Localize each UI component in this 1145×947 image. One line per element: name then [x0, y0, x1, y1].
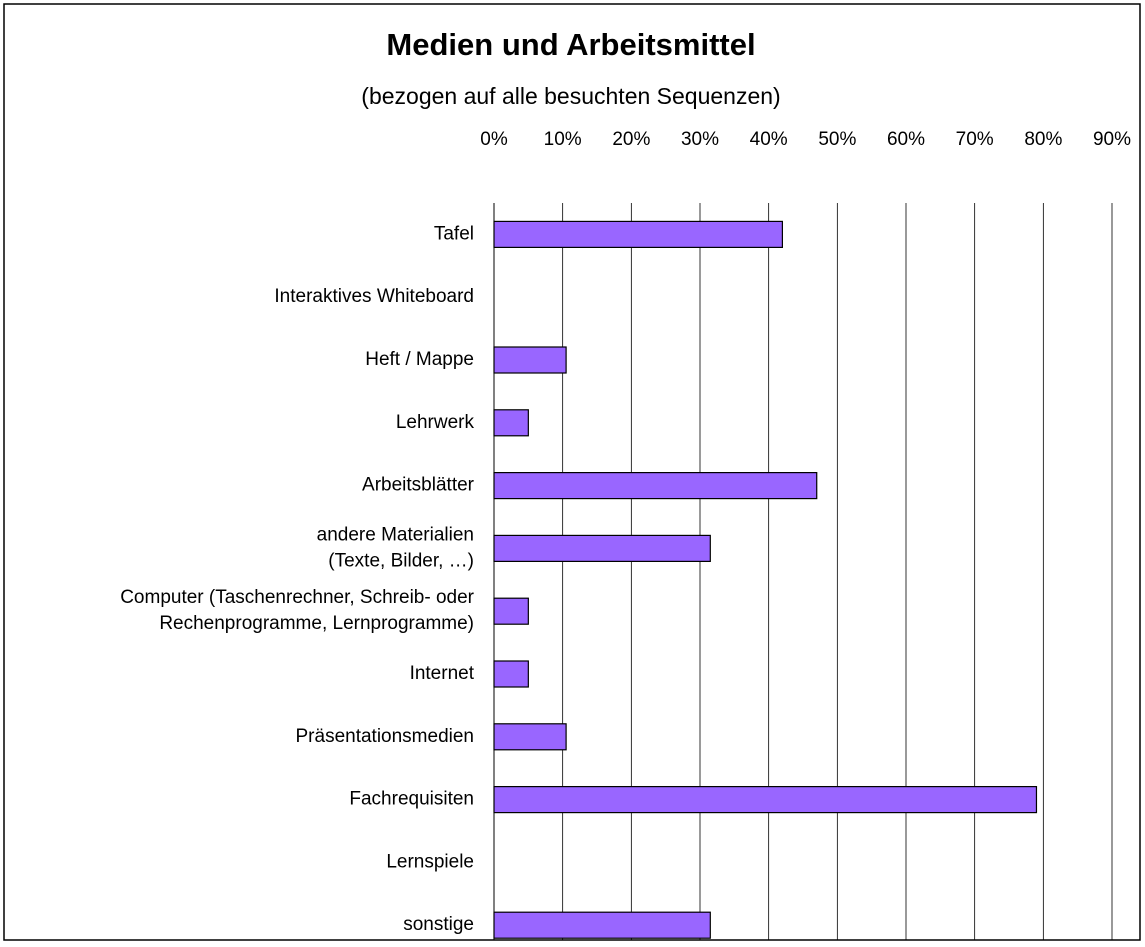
x-tick-label: 30% [681, 129, 719, 150]
x-tick-label: 40% [750, 129, 788, 150]
y-tick-label: sonstige [403, 914, 474, 935]
y-tick-label: Lehrwerk [396, 412, 475, 433]
y-tick-label-line: Computer (Taschenrechner, Schreib- oder [120, 587, 474, 608]
y-tick-label: Fachrequisiten [349, 789, 474, 810]
chart-frame [3, 3, 1141, 941]
x-tick-label: 50% [818, 129, 856, 150]
x-tick-label: 90% [1093, 129, 1131, 150]
chart-subtitle: (bezogen auf alle besuchten Sequenzen) [361, 83, 780, 109]
x-tick-label: 70% [956, 129, 994, 150]
bar [493, 409, 529, 437]
x-tick-label: 60% [887, 129, 925, 150]
bar [493, 660, 529, 688]
x-tick-label: 0% [480, 129, 508, 150]
y-tick-label-line: andere Materialien [317, 524, 474, 545]
y-tick-label: Computer (Taschenrechner, Schreib- oder R… [120, 587, 474, 634]
bar [493, 220, 783, 248]
y-tick-label: Arbeitsblätter [362, 475, 475, 496]
y-tick-label: Interaktives Whiteboard [274, 286, 474, 307]
chart-title: Medien und Arbeitsmittel [386, 27, 755, 62]
y-tick-label: Präsentationsmedien [296, 726, 475, 747]
bar [493, 911, 711, 939]
y-tick-label-line: (Texte, Bilder, …) [328, 550, 474, 571]
y-tick-label: Internet [410, 663, 475, 684]
x-tick-label: 10% [544, 129, 582, 150]
bar [493, 346, 567, 374]
y-tick-label: Heft / Mappe [365, 349, 474, 370]
bar [493, 597, 529, 625]
y-tick-label: Lernspiele [386, 851, 474, 872]
bar [493, 534, 711, 563]
y-tick-label-line: Rechenprogramme, Lernprogramme) [159, 613, 474, 634]
bar [493, 723, 567, 751]
bar [493, 785, 1038, 814]
x-tick-label: 20% [612, 129, 650, 150]
x-tick-label: 80% [1024, 129, 1062, 150]
bar [493, 472, 818, 500]
y-tick-label: Tafel [434, 223, 474, 244]
y-tick-label: andere Materialien (Texte, Bilder, …) [317, 524, 474, 571]
